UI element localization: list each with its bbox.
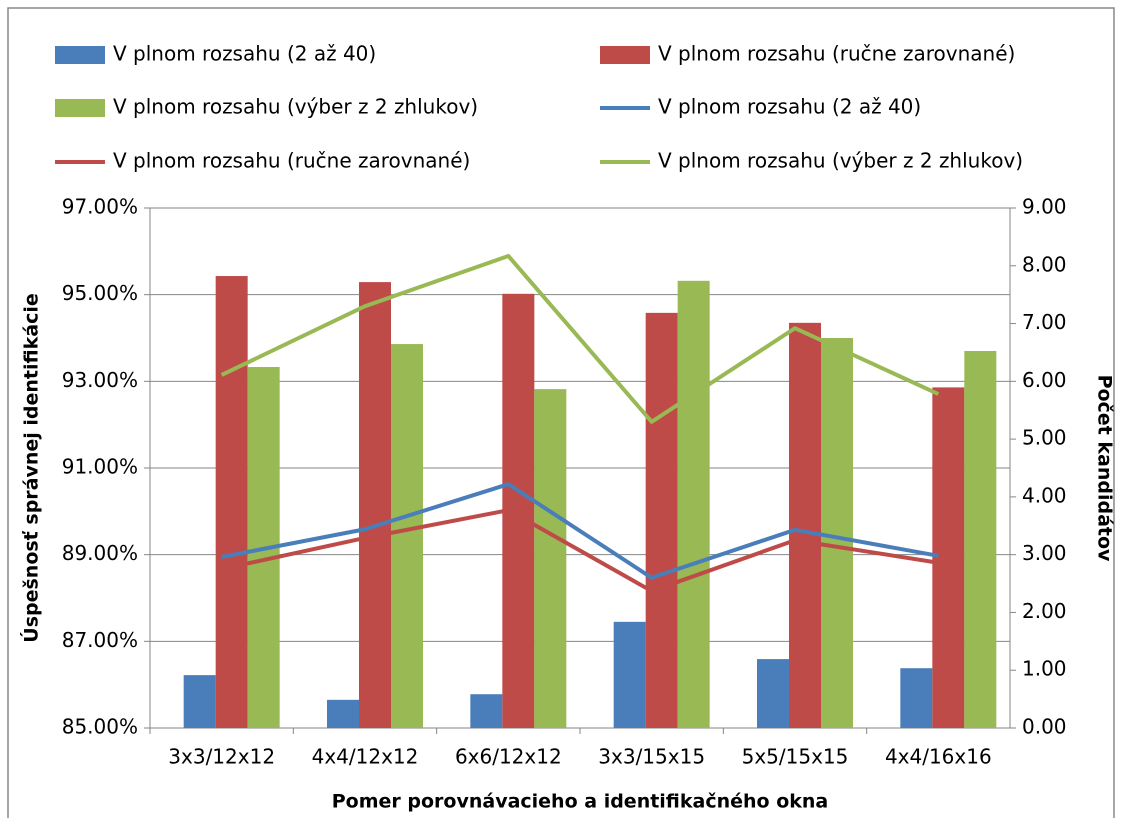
bar (391, 344, 423, 728)
legend-label: V plnom rozsahu (ručne zarovnané) (113, 149, 470, 173)
y2-tick-label: 7.00 (1022, 310, 1067, 334)
bar (183, 675, 216, 728)
legend-swatch (55, 99, 105, 117)
y2-tick-label: 0.00 (1022, 715, 1067, 739)
y2-tick-label: 4.00 (1022, 483, 1067, 507)
bar (789, 322, 821, 728)
x-tick-label: 3x3/15x15 (598, 745, 705, 769)
y-tick-label: 97.00% (62, 195, 138, 219)
x-tick-label: 6x6/12x12 (455, 745, 562, 769)
x-tick-label: 4x4/12x12 (312, 745, 419, 769)
legend-swatch (55, 46, 105, 64)
bar (613, 621, 646, 728)
x-axis-title: Pomer porovnávacieho a identifikačného o… (332, 791, 829, 813)
x-tick-label: 4x4/16x16 (885, 745, 992, 769)
bar (327, 699, 359, 728)
y-tick-label: 85.00% (62, 715, 138, 739)
y2-tick-label: 8.00 (1022, 252, 1067, 276)
x-tick-label: 3x3/12x12 (168, 745, 275, 769)
bar (677, 280, 710, 728)
bar (534, 389, 567, 728)
y-tick-label: 93.00% (62, 368, 138, 392)
y-tick-label: 89.00% (62, 541, 138, 565)
y2-tick-label: 1.00 (1022, 657, 1067, 681)
legend-swatch (600, 46, 650, 64)
legend-label: V plnom rozsahu (ručne zarovnané) (658, 42, 1015, 66)
bar (964, 351, 997, 728)
x-tick-label: 5x5/15x15 (742, 745, 849, 769)
line-series (221, 508, 939, 594)
y-axis-title: Úspešnosť správnej identifikácie (19, 293, 43, 642)
y2-tick-label: 9.00 (1022, 195, 1067, 219)
bar (215, 276, 248, 728)
legend-label: V plnom rozsahu (2 až 40) (113, 42, 376, 66)
line-series (221, 482, 939, 580)
y-tick-label: 95.00% (62, 281, 138, 305)
bar (821, 338, 853, 728)
y2-tick-label: 3.00 (1022, 541, 1067, 565)
bar (359, 282, 391, 728)
y2-axis-title: Počet kandidátov (1094, 375, 1116, 562)
bar (470, 694, 503, 728)
bar (645, 312, 678, 728)
bar (757, 659, 789, 728)
legend-label: V plnom rozsahu (2 až 40) (658, 95, 921, 119)
y2-tick-label: 2.00 (1022, 599, 1067, 623)
legend-label: V plnom rozsahu (výber z 2 zhlukov) (658, 149, 1023, 173)
y2-tick-label: 5.00 (1022, 426, 1067, 450)
bar (932, 387, 965, 728)
bar (900, 668, 933, 728)
legend-label: V plnom rozsahu (výber z 2 zhlukov) (113, 95, 478, 119)
line-series (220, 253, 940, 424)
y-tick-label: 91.00% (62, 455, 138, 479)
y-tick-label: 87.00% (62, 628, 138, 652)
y2-tick-label: 6.00 (1022, 368, 1067, 392)
